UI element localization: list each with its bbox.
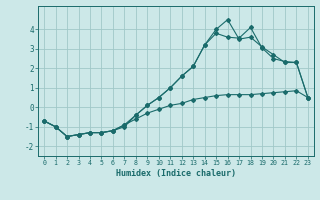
X-axis label: Humidex (Indice chaleur): Humidex (Indice chaleur)	[116, 169, 236, 178]
